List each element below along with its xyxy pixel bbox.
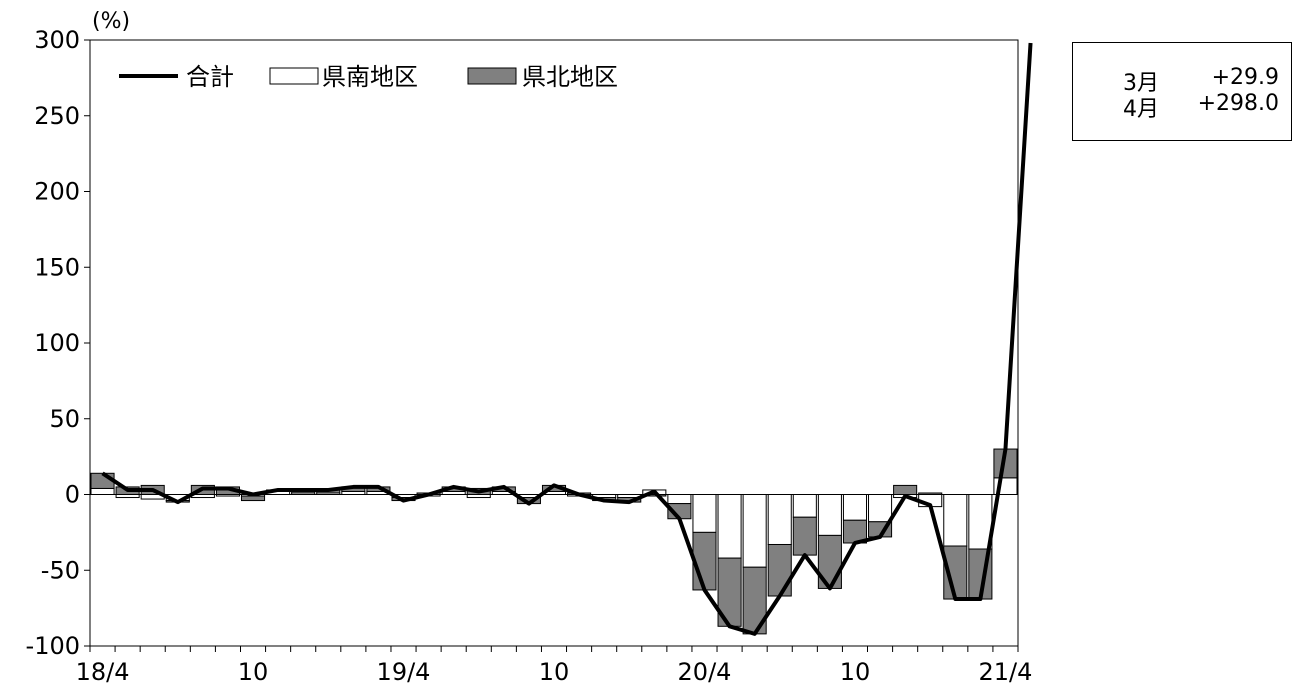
y-tick-label: 300 — [34, 26, 80, 54]
legend: 合計 県南地区 県北地区 — [119, 63, 618, 91]
unit-label: (%) — [92, 9, 130, 34]
x-tick-label: 21/4 — [979, 658, 1033, 686]
bar-north — [893, 484, 918, 496]
legend-north-swatch — [467, 67, 517, 85]
x-tick-label: 10 — [840, 658, 871, 686]
y-tick-label: 50 — [49, 405, 80, 433]
y-tick-label: -50 — [41, 556, 80, 584]
y-tick-label: 100 — [34, 329, 80, 357]
bar-south — [692, 494, 717, 533]
annotation-value: +298.0 — [1197, 91, 1279, 116]
bar-south — [90, 487, 115, 496]
bar-south — [842, 494, 868, 521]
bar-south — [767, 494, 792, 545]
total-line-layer — [101, 42, 1033, 636]
legend-south-label: 県南地区 — [322, 63, 418, 91]
bar-south — [667, 494, 692, 505]
plot-border — [89, 39, 1019, 647]
annotation-box: 3月 +29.9 4月 +298.0 — [1072, 42, 1292, 141]
bar-south — [742, 494, 767, 568]
legend-north-label: 県北地区 — [522, 63, 618, 91]
y-tick-label: -100 — [26, 632, 80, 660]
total-line — [101, 42, 1033, 636]
y-tick-label: 150 — [34, 253, 80, 281]
plot-frame — [89, 39, 1019, 647]
bar-south — [817, 494, 842, 536]
bar-north — [767, 543, 792, 597]
bar-north — [240, 495, 266, 502]
annotation-value: +29.9 — [1211, 65, 1279, 90]
annotation-row-march: 3月 +29.9 — [1073, 65, 1291, 96]
x-tick-label: 20/4 — [678, 658, 732, 686]
y-tick-label: 0 — [65, 481, 80, 509]
legend-total-label: 合計 — [186, 63, 234, 91]
annotation-row-april: 4月 +298.0 — [1073, 91, 1291, 122]
x-tick-label: 10 — [539, 658, 570, 686]
legend-south-swatch — [269, 67, 319, 85]
annotation-month: 3月 — [1123, 71, 1159, 96]
bar-north — [792, 516, 817, 556]
bar-south — [943, 494, 968, 547]
bars-layer — [90, 448, 1018, 635]
y-tick-label: 200 — [34, 178, 80, 206]
y-tick-label: 250 — [34, 102, 80, 130]
bar-south — [717, 494, 742, 559]
x-tick-label: 10 — [238, 658, 269, 686]
bar-south — [792, 494, 817, 518]
x-tick-label: 19/4 — [377, 658, 431, 686]
annotation-month: 4月 — [1123, 97, 1159, 122]
x-tick-label: 18/4 — [76, 658, 130, 686]
bar-south — [868, 494, 893, 523]
